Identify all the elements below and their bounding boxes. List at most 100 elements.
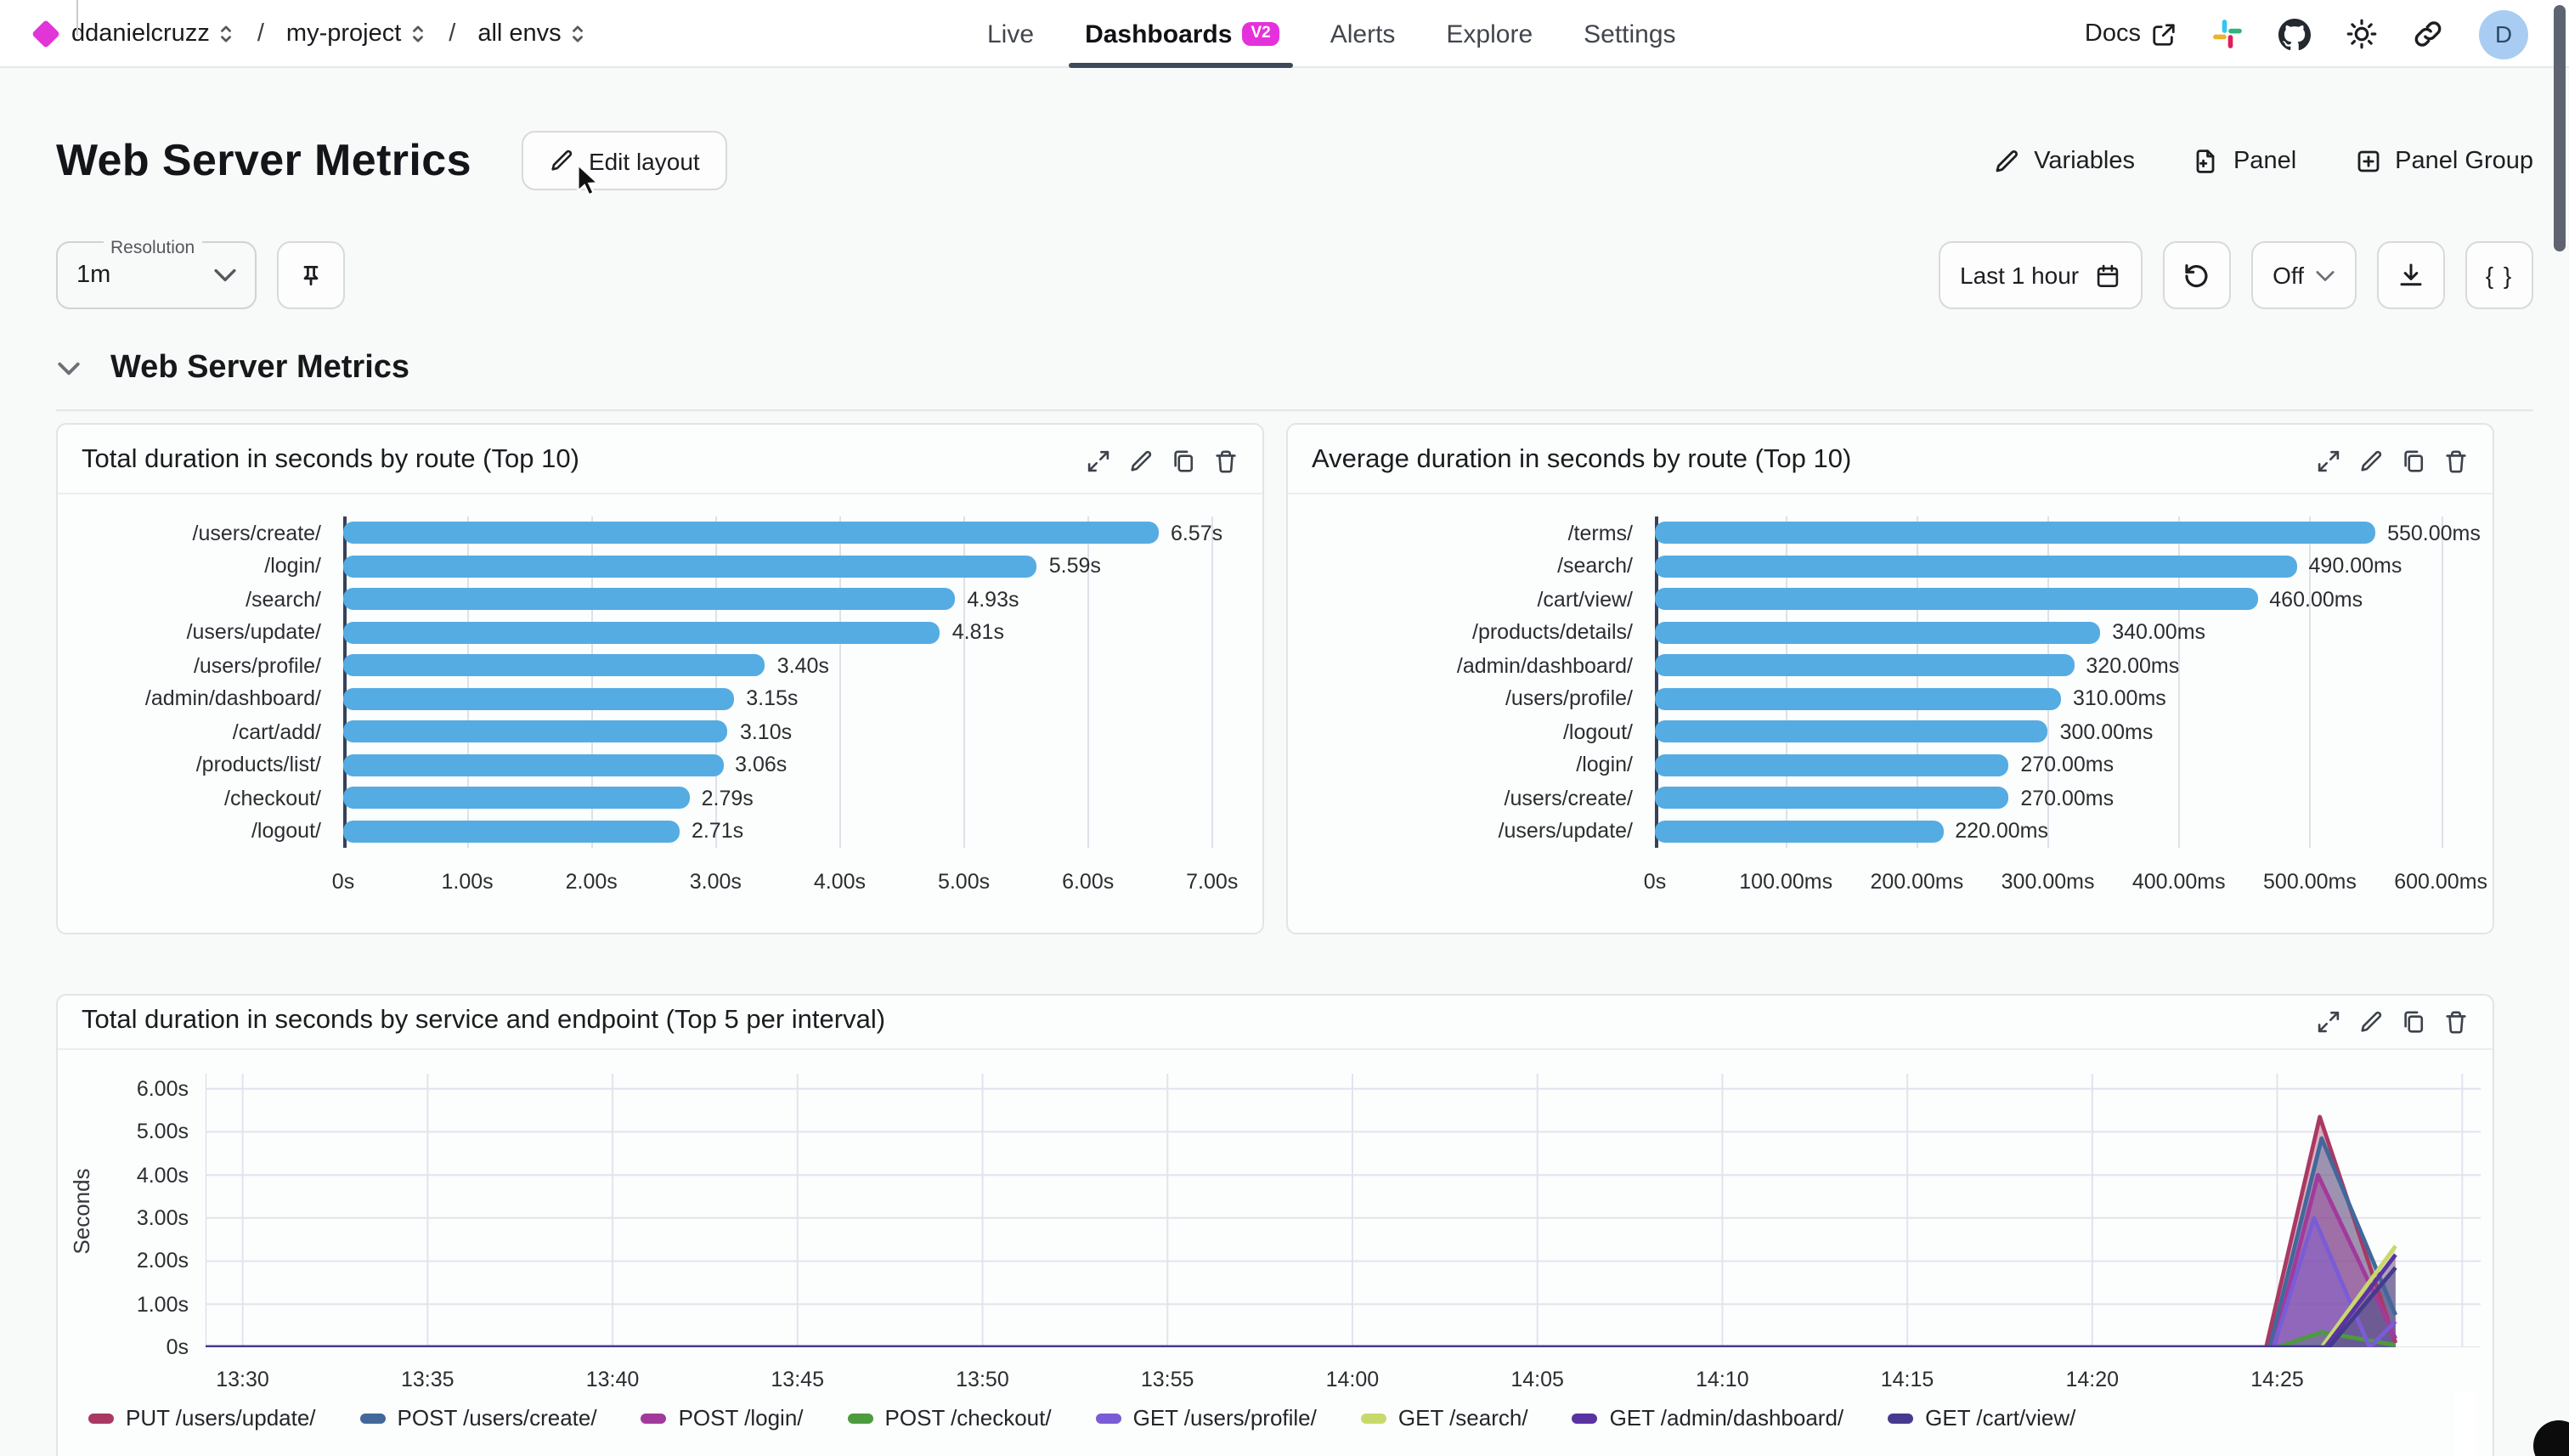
- legend-label: PUT /users/update/: [126, 1405, 316, 1431]
- section-header: Web Server Metrics: [56, 350, 2533, 411]
- value-label: 3.06s: [735, 753, 788, 777]
- refresh-icon: [2185, 263, 2208, 287]
- share-link-icon[interactable]: [2413, 19, 2443, 49]
- delete-icon[interactable]: [2443, 1008, 2469, 1034]
- bar-row: /admin/dashboard/320.00ms: [1312, 649, 2467, 682]
- download-button[interactable]: [2377, 241, 2445, 309]
- bar-row: /users/create/6.57s: [82, 516, 1237, 550]
- nav-tab-alerts[interactable]: Alerts: [1330, 0, 1396, 68]
- environment-name: all envs: [477, 20, 562, 47]
- bar: [343, 720, 728, 743]
- legend-label: GET /cart/view/: [1925, 1405, 2076, 1431]
- value-label: 550.00ms: [2387, 521, 2481, 545]
- expand-icon[interactable]: [2316, 448, 2341, 473]
- breadcrumb-environment[interactable]: all envs: [477, 20, 586, 47]
- bar-row: /admin/dashboard/3.15s: [82, 682, 1237, 715]
- edit-icon[interactable]: [2358, 448, 2384, 473]
- delete-icon[interactable]: [2443, 448, 2469, 473]
- bar-row: /users/create/270.00ms: [1312, 782, 2467, 815]
- bar-row: /products/details/340.00ms: [1312, 616, 2467, 649]
- add-panel-group-button[interactable]: Panel Group: [2354, 147, 2533, 174]
- category-label: /terms/: [1567, 521, 1633, 545]
- edit-icon[interactable]: [1128, 448, 1154, 473]
- panel-actions: [2316, 448, 2469, 473]
- avatar[interactable]: D: [2479, 9, 2528, 59]
- y-axis-ticks: 0s 1.00s 2.00s 3.00s 4.00s 5.00s 6.00s: [136, 1076, 189, 1359]
- bar-row: /logout/300.00ms: [1312, 715, 2467, 748]
- duplicate-icon[interactable]: [1171, 448, 1196, 473]
- variables-button[interactable]: Variables: [1993, 147, 2135, 174]
- pin-toolbar-button[interactable]: [277, 241, 345, 309]
- panels-row: Total duration in seconds by route (Top …: [56, 423, 2494, 934]
- bar-chart-average-duration[interactable]: /terms/550.00ms/search/490.00ms/cart/vie…: [1288, 494, 2493, 911]
- bar: [1655, 522, 2376, 545]
- resolution-select[interactable]: Resolution 1m: [56, 238, 257, 309]
- breadcrumb-account[interactable]: ddanielcruzz: [71, 20, 235, 47]
- category-label: /admin/dashboard/: [144, 686, 321, 711]
- nav-tab-label: Live: [987, 20, 1035, 48]
- edit-icon[interactable]: [2358, 1008, 2384, 1034]
- value-label: 4.93s: [967, 587, 1019, 612]
- duplicate-icon[interactable]: [2401, 448, 2426, 473]
- legend-label: GET /users/profile/: [1132, 1405, 1317, 1431]
- value-label: 2.71s: [691, 819, 744, 844]
- popover-caret-line: [76, 0, 78, 36]
- value-label: 5.59s: [1048, 554, 1101, 578]
- value-label: 300.00ms: [2059, 720, 2154, 744]
- bar-row: /cart/add/3.10s: [82, 715, 1237, 748]
- value-label: 310.00ms: [2073, 686, 2166, 711]
- updown-chevron-icon: [413, 25, 424, 42]
- panel-total-duration-by-route: Total duration in seconds by route (Top …: [56, 423, 1264, 934]
- legend-item[interactable]: GET /users/profile/: [1095, 1405, 1317, 1431]
- docs-link[interactable]: Docs: [2085, 20, 2177, 48]
- app-logo[interactable]: [31, 19, 60, 48]
- nav-tab-dashboards[interactable]: Dashboards V2: [1068, 0, 1294, 68]
- expand-icon[interactable]: [2316, 1008, 2341, 1034]
- edit-layout-button[interactable]: Edit layout: [522, 131, 727, 190]
- legend-item[interactable]: PUT /users/update/: [88, 1405, 316, 1431]
- duplicate-icon[interactable]: [2401, 1008, 2426, 1034]
- add-panel-group-label: Panel Group: [2395, 147, 2533, 174]
- nav-tab-live[interactable]: Live: [987, 0, 1034, 68]
- area-chart-plot[interactable]: [206, 1074, 2481, 1347]
- legend-item[interactable]: POST /checkout/: [847, 1405, 1052, 1431]
- nav-tab-label: Explore: [1446, 20, 1533, 48]
- scrollbar-thumb[interactable]: [2554, 5, 2566, 251]
- legend-item[interactable]: GET /admin/dashboard/: [1572, 1405, 1843, 1431]
- pencil-icon: [1996, 150, 2019, 172]
- legend-swatch: [1095, 1413, 1121, 1423]
- external-link-icon: [2153, 23, 2175, 45]
- x-axis: 0s 1.00s 2.00s 3.00s 4.00s 5.00s 6.00s 7.00s: [331, 870, 1239, 894]
- time-range-label: Last 1 hour: [1960, 262, 2080, 289]
- resolution-value: 1m: [76, 262, 111, 289]
- refresh-button[interactable]: [2162, 241, 2231, 309]
- github-icon[interactable]: [2278, 18, 2311, 50]
- theme-toggle-icon[interactable]: [2346, 19, 2377, 49]
- nav-tab-label: Alerts: [1330, 20, 1396, 48]
- nav-tab-explore[interactable]: Explore: [1446, 0, 1533, 68]
- breadcrumb-project[interactable]: my-project: [286, 20, 426, 47]
- area-chart-wrap: Seconds 0s 1.00s 2.00s 3.00s 4.00s 5.00s 6.00s: [58, 1050, 2493, 1359]
- chevron-down-icon: [214, 268, 236, 282]
- legend-item[interactable]: POST /login/: [641, 1405, 804, 1431]
- time-range-button[interactable]: Last 1 hour: [1938, 241, 2143, 309]
- top-nav-bar: ddanielcruzz / my-project / all envs Liv…: [0, 0, 2569, 68]
- slack-icon[interactable]: [2212, 19, 2243, 49]
- collapse-chevron-icon[interactable]: [56, 358, 82, 379]
- legend-item[interactable]: GET /cart/view/: [1888, 1405, 2075, 1431]
- add-panel-button[interactable]: Panel: [2193, 147, 2296, 174]
- panel-title: Average duration in seconds by route (To…: [1312, 445, 1852, 474]
- auto-refresh-select[interactable]: Off: [2250, 241, 2357, 309]
- expand-icon[interactable]: [1086, 448, 1111, 473]
- legend-item[interactable]: POST /users/create/: [359, 1405, 597, 1431]
- bar-chart-total-duration[interactable]: /users/create/6.57s/login/5.59s/search/4…: [58, 494, 1262, 911]
- panel-header: Average duration in seconds by route (To…: [1288, 425, 2493, 494]
- legend-item[interactable]: GET /search/: [1360, 1405, 1528, 1431]
- nav-tab-settings[interactable]: Settings: [1584, 0, 1675, 68]
- json-config-button[interactable]: { }: [2465, 241, 2533, 309]
- bar-row: /users/update/4.81s: [82, 616, 1237, 649]
- value-label: 490.00ms: [2308, 554, 2402, 578]
- legend-swatch: [1888, 1413, 1914, 1423]
- delete-icon[interactable]: [1213, 448, 1239, 473]
- value-label: 3.10s: [739, 720, 793, 744]
